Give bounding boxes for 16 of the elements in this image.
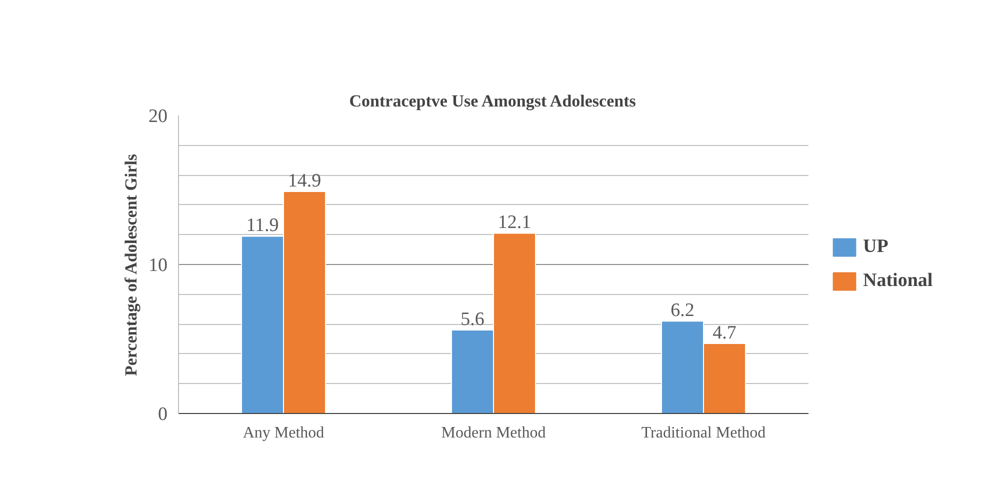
data-label: 5.6: [460, 309, 484, 330]
legend-label: National: [863, 270, 933, 292]
x-tick-label: Modern Method: [441, 424, 546, 442]
data-label: 4.7: [712, 322, 736, 344]
y-tick-label: 0: [158, 404, 168, 425]
x-tick-label: Any Method: [242, 424, 324, 442]
chart-title: Contraceptve Use Amongst Adolescents: [349, 92, 636, 110]
legend-label: UP: [863, 236, 888, 258]
data-label: 11.9: [246, 215, 279, 236]
data-label: 6.2: [670, 300, 694, 322]
data-label: 14.9: [288, 170, 322, 192]
x-tick-label: Traditional Method: [641, 424, 766, 442]
y-tick-label: 10: [148, 255, 168, 276]
y-tick-label: 20: [148, 106, 168, 127]
data-label: 12.1: [498, 212, 532, 234]
y-axis-title: Percentage of Adolescent Girls: [122, 154, 140, 376]
